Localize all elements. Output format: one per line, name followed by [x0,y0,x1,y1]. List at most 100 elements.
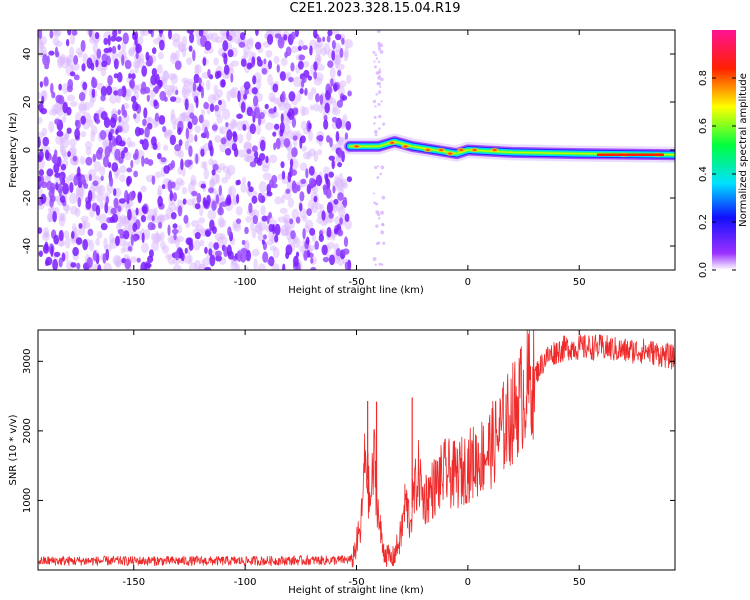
noise-blob-pale [99,166,106,176]
noise-blob-pale [290,45,299,53]
noise-dot [373,192,376,195]
noise-blob-pale [228,67,235,76]
noise-blob [319,94,324,105]
noise-blob [335,248,341,257]
noise-blob-pale [185,254,192,265]
noise-blob [291,169,297,176]
noise-blob [272,223,276,235]
noise-blob [134,35,138,47]
noise-blob [107,74,113,86]
noise-blob [249,123,256,135]
noise-blob [198,83,202,93]
noise-blob-pale [318,104,324,114]
noise-blob [141,65,148,77]
noise-blob [130,160,134,169]
noise-blob [344,261,348,270]
y-tick-label: 40 [22,48,33,61]
noise-blob [128,73,132,79]
colorbar-tick-label: 0.0 [698,262,709,278]
noise-blob-pale [65,57,72,67]
noise-blob-pale [61,115,67,123]
noise-blob-pale [241,176,247,184]
noise-dot [374,165,378,170]
noise-blob [313,61,318,71]
noise-blob [58,257,63,268]
noise-blob [346,259,352,270]
noise-blob [129,78,136,90]
noise-blob [155,73,160,85]
colorbar-tick-label: 0.8 [698,70,709,86]
noise-blob [134,148,139,160]
noise-blob-pale [195,64,202,75]
noise-blob-pale [269,245,277,252]
noise-blob [257,192,263,203]
noise-blob [238,41,246,48]
noise-blob-pale [256,79,262,90]
noise-blob [331,39,336,50]
noise-blob [102,253,107,264]
noise-blob [273,142,277,151]
noise-blob [77,166,81,177]
noise-blob-pale [38,91,41,100]
noise-blob-pale [155,171,162,179]
noise-blob [100,222,108,231]
noise-blob [218,185,223,196]
noise-blob-pale [68,192,78,204]
noise-blob-pale [234,263,241,270]
noise-blob [132,101,139,112]
noise-blob-pale [181,35,188,47]
noise-blob-pale [38,117,43,124]
noise-blob-pale [247,37,254,46]
noise-dot [380,77,384,82]
noise-blob [124,59,132,70]
noise-blob-pale [203,168,210,180]
noise-blob [218,99,222,106]
noise-blob [324,102,330,114]
noise-blob [252,215,259,225]
noise-blob-pale [64,250,69,262]
noise-blob [321,210,326,221]
noise-blob [335,131,340,142]
noise-blob [85,156,93,166]
noise-blob-pale [156,64,163,75]
noise-blob [154,85,159,95]
noise-blob [274,33,282,39]
noise-blob [40,193,47,204]
noise-blob-pale [103,237,108,249]
noise-blob [297,45,302,52]
noise-blob-pale [93,160,102,173]
noise-blob [69,71,76,77]
noise-blob [133,113,137,120]
noise-blob [336,100,343,108]
noise-blob-pale [283,191,292,200]
noise-blob [169,190,174,202]
noise-blob-pale [221,176,229,184]
noise-blob [158,115,166,125]
noise-blob [289,218,294,225]
noise-blob-pale [77,227,86,236]
noise-blob [117,30,122,35]
noise-dot [380,165,385,170]
noise-dot [373,115,377,119]
noise-blob-pale [344,219,352,230]
noise-blob [141,81,147,92]
noise-blob [227,49,234,58]
noise-blob [274,234,279,243]
noise-blob [262,251,269,263]
noise-blob [297,60,304,70]
noise-blob [123,230,130,240]
noise-dot [374,65,377,69]
noise-blob-pale [208,241,214,249]
noise-blob [117,72,123,83]
noise-blob [194,203,201,210]
noise-blob [204,266,212,270]
noise-dot [382,122,386,126]
noise-blob [157,195,163,208]
noise-blob [325,173,329,185]
noise-blob [132,235,138,242]
noise-blob [328,212,334,219]
noise-blob [233,147,239,158]
noise-blob-pale [225,170,232,180]
noise-blob [211,124,218,131]
noise-blob [50,245,54,258]
